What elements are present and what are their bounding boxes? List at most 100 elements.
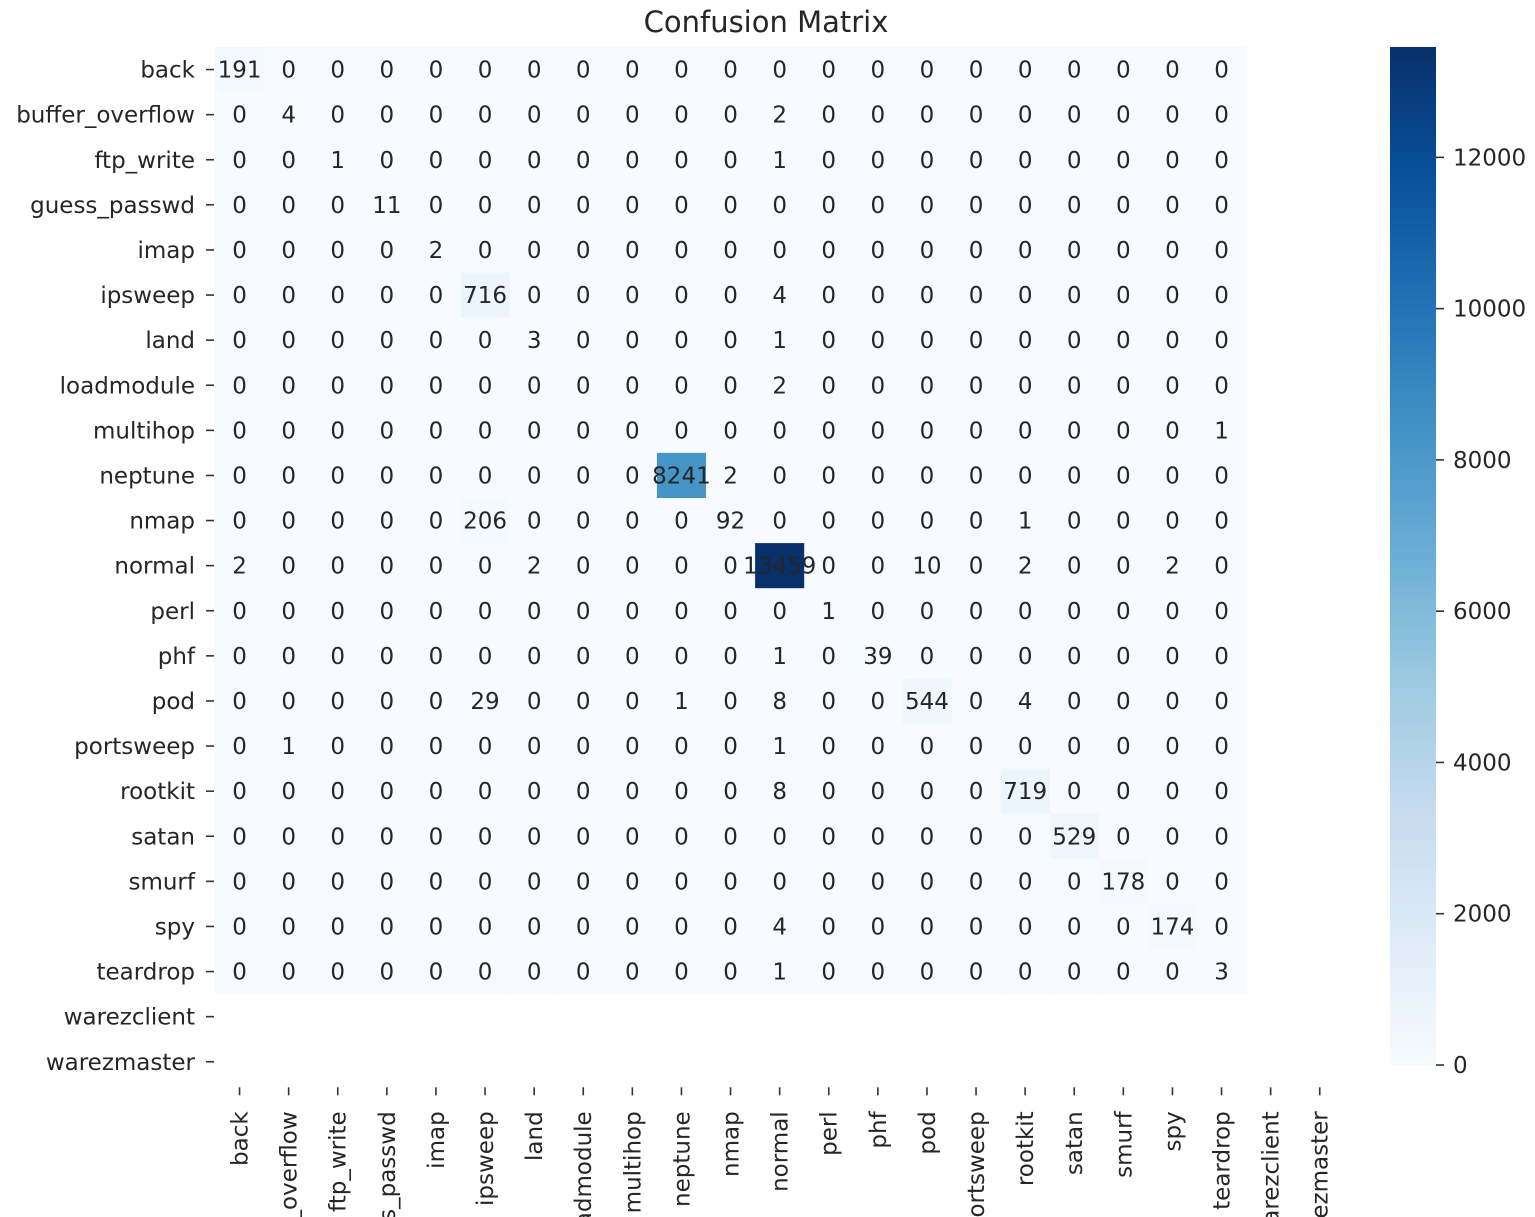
- heatmap-cell: [1000, 137, 1051, 183]
- heatmap-cell: [853, 678, 903, 725]
- cell-value-label: 0: [232, 463, 247, 489]
- heatmap-cell: [215, 137, 265, 183]
- heatmap-cell: [951, 272, 1002, 319]
- heatmap-cell: [411, 498, 462, 544]
- heatmap-cell: [264, 723, 314, 770]
- x-tick-label: _overflow: [277, 1111, 303, 1217]
- cell-value-label: 0: [723, 148, 738, 174]
- heatmap-cell: [706, 903, 756, 950]
- heatmap-cell: [902, 588, 953, 634]
- heatmap-cell: [804, 362, 854, 409]
- cell-value-label: 1: [281, 734, 296, 760]
- cell-value-label: 0: [969, 103, 984, 129]
- heatmap-cell: [215, 543, 265, 589]
- cell-value-label: 0: [429, 960, 444, 986]
- cell-value-label: 0: [281, 193, 296, 219]
- cell-value-label: 0: [576, 373, 591, 399]
- heatmap-cell: [902, 227, 953, 274]
- cell-value-label: 0: [1214, 509, 1229, 535]
- cell-value-label: 0: [232, 599, 247, 625]
- cell-value-label: 0: [527, 373, 542, 399]
- heatmap-cell: [706, 588, 756, 634]
- heatmap-cell: [362, 813, 412, 860]
- cell-value-label: 0: [330, 779, 345, 805]
- heatmap-cell: [804, 317, 854, 364]
- heatmap-cell: [509, 903, 560, 950]
- cell-value-label: 0: [478, 418, 493, 444]
- y-tick-label: rootkit: [120, 779, 195, 805]
- cell-value-label: 0: [576, 644, 591, 670]
- cell-value-label: 0: [330, 734, 345, 760]
- cell-value-label: 0: [281, 824, 296, 850]
- cell-value-label: 0: [625, 373, 640, 399]
- cell-value-label: 0: [871, 328, 886, 354]
- cell-value-label: 0: [821, 734, 836, 760]
- heatmap-cell: [1197, 407, 1247, 454]
- heatmap-cell: [755, 498, 805, 544]
- cell-value-label: 0: [969, 463, 984, 489]
- heatmap-cell: [509, 858, 560, 905]
- y-tick-label: land: [145, 328, 195, 354]
- heatmap-cell: [706, 407, 756, 454]
- heatmap-cell: [509, 452, 560, 499]
- colorbar-tick-label: 6000: [1453, 599, 1512, 625]
- heatmap-cell: [853, 813, 903, 860]
- cell-value-label: 0: [527, 734, 542, 760]
- cell-value-label: 0: [281, 960, 296, 986]
- cell-value-label: 0: [478, 238, 493, 264]
- cell-value-label: 0: [969, 509, 984, 535]
- heatmap-cell: [1049, 768, 1100, 815]
- cell-value-label: 0: [871, 599, 886, 625]
- cell-value-label: 0: [625, 779, 640, 805]
- heatmap-cell: [706, 92, 756, 138]
- cell-value-label: 0: [871, 418, 886, 444]
- heatmap-cell: [558, 588, 609, 634]
- colorbar-tick-label: 8000: [1453, 448, 1512, 474]
- cell-value-label: 0: [1165, 463, 1180, 489]
- cell-value-label: 716: [463, 283, 507, 309]
- cell-value-label: 0: [625, 734, 640, 760]
- x-tick-label: nmap: [719, 1111, 745, 1177]
- cell-value-label: 0: [576, 599, 591, 625]
- cell-value-label: 0: [330, 58, 345, 84]
- heatmap-cell: [1147, 182, 1198, 228]
- y-tick-label: multihop: [93, 418, 195, 444]
- heatmap-cell: [706, 362, 756, 409]
- heatmap-cell: [706, 723, 756, 770]
- heatmap-cell: [755, 272, 805, 319]
- y-tick-label: buffer_overflow: [16, 103, 195, 129]
- heatmap-cell: [853, 452, 903, 499]
- cell-value-label: 0: [232, 283, 247, 309]
- heatmap-cell: [902, 47, 953, 93]
- heatmap-cell: [951, 949, 1002, 995]
- heatmap-cell: [460, 858, 511, 905]
- heatmap-cell: [1098, 92, 1149, 138]
- heatmap-cell: [1000, 813, 1051, 860]
- cell-value-label: 0: [380, 418, 395, 444]
- heatmap-cell: [1147, 498, 1198, 544]
- heatmap-cell: [362, 633, 412, 679]
- cell-value-label: 0: [920, 599, 935, 625]
- cell-value-label: 0: [527, 914, 542, 940]
- heatmap-cell: [264, 272, 314, 319]
- cell-value-label: 0: [1116, 418, 1131, 444]
- cell-value-label: 0: [920, 238, 935, 264]
- cell-value-label: 0: [1214, 689, 1229, 715]
- cell-value-label: 0: [1214, 554, 1229, 580]
- heatmap-cell: [755, 678, 805, 725]
- heatmap-cell: [656, 317, 707, 364]
- heatmap-cell: [951, 903, 1002, 950]
- heatmap-cell: [804, 137, 854, 183]
- heatmap-cell: [1049, 317, 1100, 364]
- y-tick-label: normal: [114, 554, 195, 580]
- x-tick-label: imap: [424, 1111, 450, 1169]
- heatmap-cell: [362, 92, 412, 138]
- heatmap-cell: [755, 362, 805, 409]
- cell-value-label: 0: [674, 824, 689, 850]
- heatmap-cell: [215, 813, 265, 860]
- cell-value-label: 0: [478, 148, 493, 174]
- cell-value-label: 0: [1116, 689, 1131, 715]
- heatmap-cell: [1049, 813, 1100, 860]
- cell-value-label: 0: [232, 509, 247, 535]
- heatmap-cell: [656, 588, 707, 634]
